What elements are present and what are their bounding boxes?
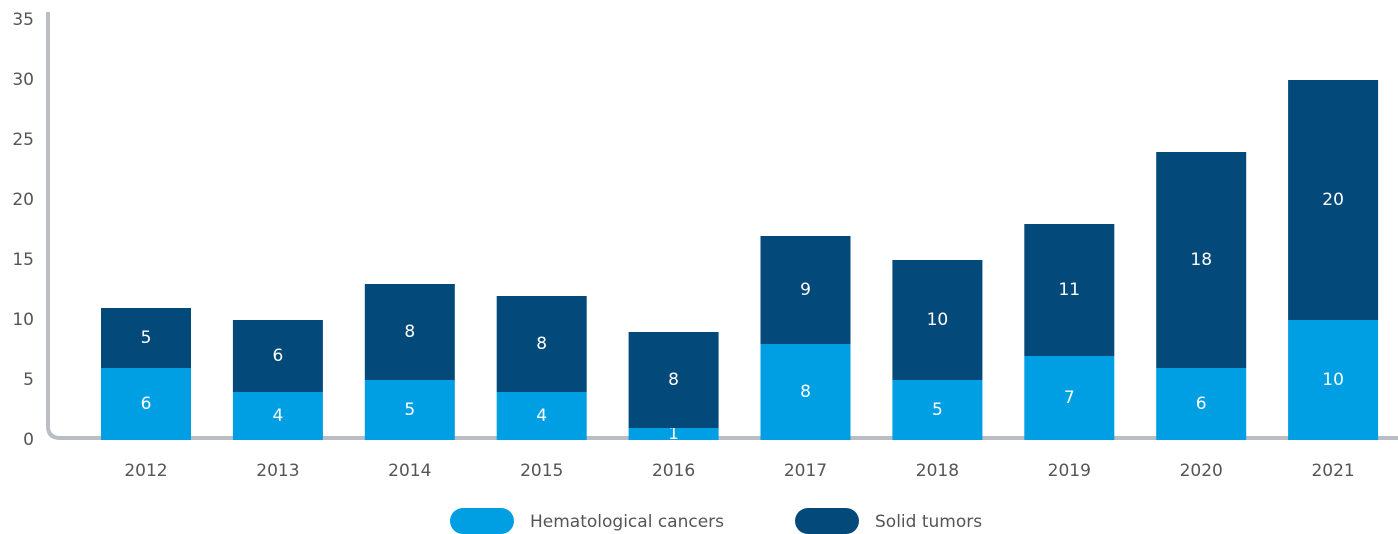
data-label: 7 [1064,388,1075,408]
data-label: 6 [1196,394,1207,414]
bar-segment [496,392,587,440]
x-tick-label: 2021 [1311,461,1354,481]
y-tick-label: 35 [12,10,34,30]
data-label: 8 [404,322,415,342]
legend-label: Hematological cancers [530,512,724,532]
bar-segment [760,236,851,344]
bar-segment [628,332,719,428]
data-label: 6 [272,346,283,366]
data-label: 5 [141,328,152,348]
data-label: 8 [800,382,811,402]
bar-segment [1024,356,1115,440]
data-label: 20 [1322,190,1344,210]
bar-segment [232,320,323,392]
legend-swatch [450,508,514,534]
bar-segment [1288,80,1379,320]
x-tick-label: 2020 [1180,461,1223,481]
bar-segment [760,344,851,440]
bar-segment [1156,152,1247,368]
x-tick-label: 2018 [916,461,959,481]
x-tick-label: 2019 [1048,461,1091,481]
bar-segment [1288,320,1379,440]
bar-segment [892,260,983,380]
bar-segment [364,284,455,380]
data-label: 1 [668,424,679,444]
y-tick-label: 15 [12,250,34,270]
data-label: 8 [536,334,547,354]
x-tick-label: 2016 [652,461,695,481]
bar-segment [628,428,719,440]
bar-segment [101,368,191,440]
y-tick-label: 30 [12,70,34,90]
x-tick-label: 2015 [520,461,563,481]
legend-label: Solid tumors [875,512,982,532]
y-tick-label: 0 [23,430,34,450]
y-tick-label: 20 [12,190,34,210]
bar-segment [496,296,587,392]
data-label: 4 [272,406,283,426]
bar-segment [232,392,323,440]
data-label: 10 [927,310,949,330]
x-tick-label: 2017 [784,461,827,481]
legend-swatch [795,508,859,534]
data-label: 6 [141,394,152,414]
bar-segment [364,380,455,440]
data-label: 9 [800,280,811,300]
x-tick-label: 2014 [388,461,431,481]
data-label: 18 [1190,250,1212,270]
data-label: 11 [1058,280,1080,300]
y-tick-label: 5 [23,370,34,390]
y-tick-label: 25 [12,130,34,150]
data-label: 5 [404,400,415,420]
x-tick-label: 2013 [256,461,299,481]
data-label: 4 [536,406,547,426]
bar-segment [1156,368,1247,440]
data-label: 10 [1322,370,1344,390]
data-label: 5 [932,400,943,420]
data-label: 8 [668,370,679,390]
axis [46,12,1398,440]
bar-segment [101,308,191,368]
x-tick-label: 2012 [124,461,167,481]
bar-segment [1024,224,1115,356]
y-tick-label: 10 [12,310,34,330]
bar-segment [892,380,983,440]
